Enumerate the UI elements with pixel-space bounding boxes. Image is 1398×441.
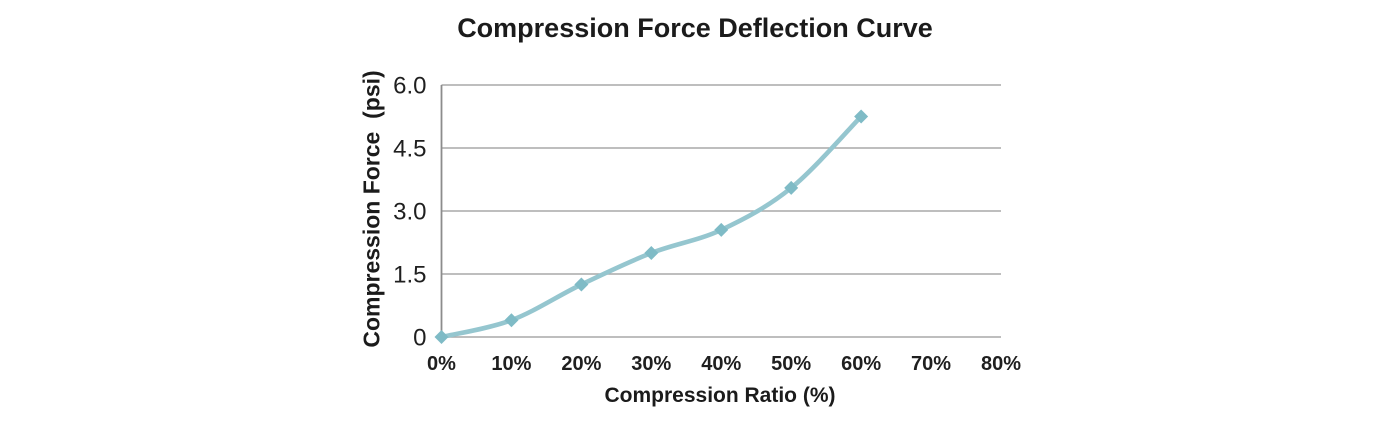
data-point-marker: [644, 246, 659, 260]
y-tick-label: 6.0: [393, 73, 426, 100]
x-tick-label: 20%: [561, 353, 601, 375]
y-tick-label: 1.5: [393, 262, 426, 289]
y-tick-label: 0: [413, 325, 426, 352]
data-point-marker: [504, 313, 519, 328]
chart-title: Compression Force Deflection Curve: [457, 13, 933, 43]
x-tick-label: 30%: [631, 353, 671, 375]
x-tick-label: 60%: [841, 353, 881, 375]
x-tick-label: 70%: [911, 353, 951, 375]
x-tick-label: 50%: [771, 353, 811, 375]
x-tick-label: 10%: [491, 353, 531, 375]
data-point-marker: [434, 330, 449, 344]
data-point-marker: [574, 277, 589, 292]
y-tick-label: 4.5: [393, 136, 426, 163]
data-point-marker: [784, 180, 799, 195]
x-axis-title: Compression Ratio (%): [604, 384, 836, 407]
x-tick-label: 80%: [981, 353, 1021, 375]
x-tick-label: 40%: [701, 353, 741, 375]
series-line: [439, 114, 864, 340]
x-tick-label: 0%: [427, 353, 456, 375]
data-point-marker: [714, 222, 729, 237]
data-point-marker: [854, 109, 869, 124]
y-tick-label: 3.0: [393, 199, 426, 226]
